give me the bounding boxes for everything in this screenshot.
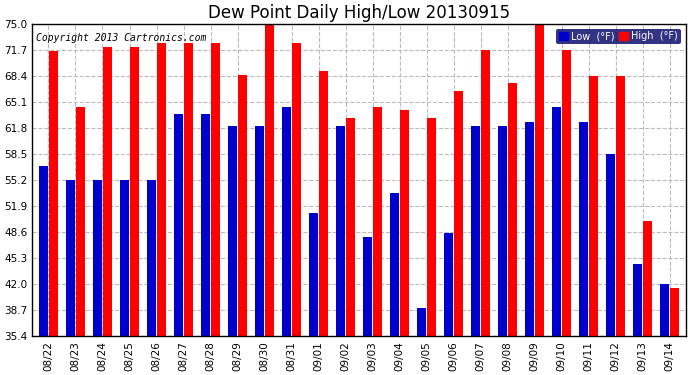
Bar: [66, 180, 75, 336]
Bar: [211, 44, 220, 336]
Bar: [497, 126, 507, 336]
Bar: [265, 20, 275, 336]
Bar: [524, 122, 534, 336]
Bar: [589, 76, 598, 336]
Bar: [103, 47, 112, 336]
Bar: [633, 264, 642, 336]
Bar: [228, 126, 237, 336]
Bar: [471, 126, 480, 336]
Bar: [92, 180, 102, 336]
Bar: [670, 288, 680, 336]
Bar: [282, 106, 291, 336]
Bar: [535, 24, 544, 336]
Bar: [346, 118, 355, 336]
Bar: [76, 106, 86, 336]
Bar: [363, 237, 372, 336]
Bar: [643, 221, 653, 336]
Bar: [308, 213, 318, 336]
Bar: [606, 154, 615, 336]
Bar: [238, 75, 248, 336]
Bar: [157, 44, 166, 336]
Bar: [579, 122, 588, 336]
Bar: [444, 233, 453, 336]
Bar: [292, 44, 302, 336]
Bar: [508, 83, 518, 336]
Bar: [147, 180, 156, 336]
Bar: [454, 91, 464, 336]
Bar: [400, 111, 409, 336]
Bar: [390, 194, 399, 336]
Bar: [174, 114, 183, 336]
Title: Dew Point Daily High/Low 20130915: Dew Point Daily High/Low 20130915: [208, 4, 510, 22]
Bar: [255, 126, 264, 336]
Text: Copyright 2013 Cartronics.com: Copyright 2013 Cartronics.com: [36, 33, 206, 43]
Bar: [39, 166, 48, 336]
Bar: [552, 106, 561, 336]
Bar: [616, 76, 625, 336]
Bar: [481, 50, 491, 336]
Bar: [184, 44, 193, 336]
Bar: [660, 284, 669, 336]
Bar: [427, 118, 437, 336]
Legend: Low  (°F), High  (°F): Low (°F), High (°F): [555, 28, 681, 44]
Bar: [562, 50, 571, 336]
Bar: [319, 71, 328, 336]
Bar: [201, 114, 210, 336]
Bar: [336, 126, 345, 336]
Bar: [373, 106, 382, 336]
Bar: [417, 308, 426, 336]
Bar: [49, 51, 59, 336]
Bar: [119, 180, 129, 336]
Bar: [130, 47, 139, 336]
